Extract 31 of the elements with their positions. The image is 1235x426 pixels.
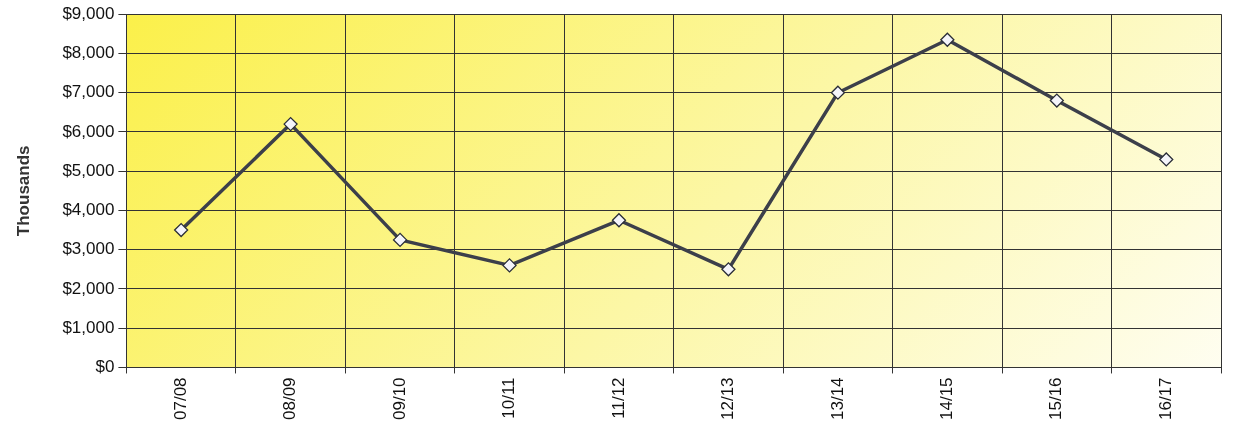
x-tick-label: 13/14 <box>827 377 847 421</box>
y-axis-title: Thousands <box>13 145 33 237</box>
x-tick-label: 10/11 <box>499 377 519 419</box>
point <box>392 232 408 248</box>
point <box>502 258 517 273</box>
y-tick-label: $2,000 <box>62 278 115 298</box>
y-tick-label: $0 <box>95 357 115 377</box>
x-tick-label: 11/12 <box>608 377 628 419</box>
y-tick-label: $1,000 <box>62 317 115 337</box>
y-tick-label: $9,000 <box>62 3 115 23</box>
point <box>173 222 189 238</box>
point <box>830 85 846 100</box>
y-tick-label: $8,000 <box>62 43 115 63</box>
x-tick-label: 12/13 <box>718 377 738 421</box>
x-tick-label: 14/15 <box>937 377 957 421</box>
y-tick-label: $5,000 <box>62 160 115 180</box>
y-tick-label: $7,000 <box>62 82 115 102</box>
point <box>721 262 736 277</box>
y-tick-label: $3,000 <box>62 239 115 259</box>
x-tick-label: 08/09 <box>280 377 300 421</box>
x-tick-label: 09/10 <box>389 377 409 421</box>
point <box>611 213 627 228</box>
point <box>1049 93 1064 108</box>
point <box>283 116 298 132</box>
y-tick-label: $4,000 <box>62 200 115 220</box>
x-tick-label: 15/16 <box>1046 377 1066 421</box>
point <box>1159 152 1174 167</box>
point <box>940 32 955 47</box>
x-tick-label: 16/17 <box>1155 377 1175 421</box>
x-tick-label: 07/08 <box>170 377 190 421</box>
y-tick-label: $6,000 <box>62 121 115 141</box>
